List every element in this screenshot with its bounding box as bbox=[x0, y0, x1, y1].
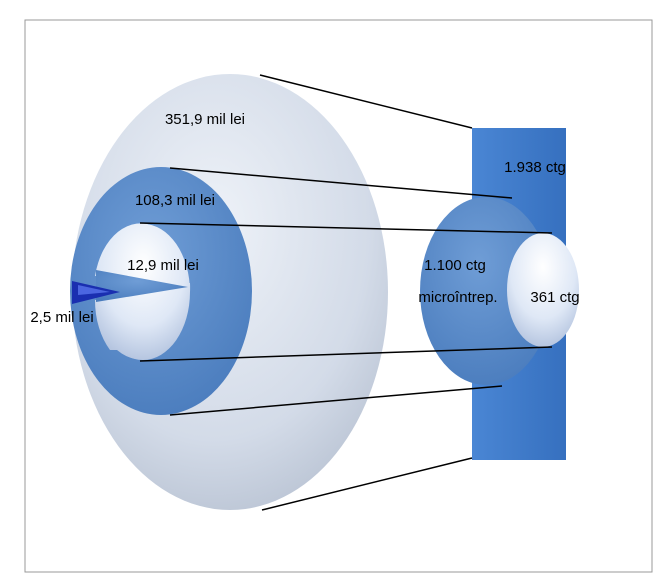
dark-wedge-highlight bbox=[78, 285, 110, 295]
connector-line bbox=[261, 457, 473, 511]
connector-line bbox=[259, 74, 473, 129]
right-middle-ellipse bbox=[420, 197, 552, 385]
connector-line bbox=[169, 167, 513, 199]
connector-line bbox=[139, 346, 553, 362]
right-inner-label: 361 ctg bbox=[530, 289, 579, 306]
inner-label: 12,9 mil lei bbox=[127, 257, 199, 274]
right-inner-ellipse bbox=[507, 233, 579, 347]
connector-line bbox=[169, 385, 503, 416]
pie-gap bbox=[96, 270, 188, 302]
right-middle-label-2: microîntrep. bbox=[418, 289, 497, 306]
frame-border bbox=[24, 19, 653, 573]
rect-label: 1.938 ctg bbox=[504, 159, 566, 176]
wedge-label: 2,5 mil lei bbox=[30, 309, 93, 326]
right-middle-label-1: 1.100 ctg bbox=[424, 257, 486, 274]
connector-lines bbox=[139, 74, 553, 511]
middle-label: 108,3 mil lei bbox=[135, 192, 215, 209]
connector-line bbox=[139, 222, 553, 234]
outer-label: 351,9 mil lei bbox=[165, 111, 245, 128]
